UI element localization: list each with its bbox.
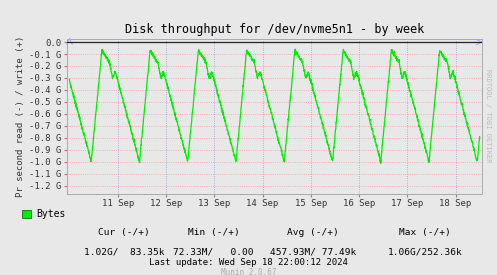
Text: RRDTOOL / TOBI OETIKER: RRDTOOL / TOBI OETIKER <box>485 69 491 162</box>
Text: 457.93M/ 77.49k: 457.93M/ 77.49k <box>270 247 356 256</box>
Text: 1.06G/252.36k: 1.06G/252.36k <box>388 247 462 256</box>
Text: Last update: Wed Sep 18 22:00:12 2024: Last update: Wed Sep 18 22:00:12 2024 <box>149 258 348 267</box>
Text: Cur (-/+): Cur (-/+) <box>98 228 150 237</box>
Title: Disk throughput for /dev/nvme5n1 - by week: Disk throughput for /dev/nvme5n1 - by we… <box>125 23 424 36</box>
Text: Min (-/+): Min (-/+) <box>188 228 240 237</box>
Y-axis label: Pr second read (-) / write (+): Pr second read (-) / write (+) <box>16 35 25 197</box>
Text: Munin 2.0.67: Munin 2.0.67 <box>221 268 276 275</box>
Text: Max (-/+): Max (-/+) <box>399 228 451 237</box>
Text: 1.02G/  83.35k: 1.02G/ 83.35k <box>84 247 165 256</box>
Text: Bytes: Bytes <box>36 209 65 219</box>
Text: Avg (-/+): Avg (-/+) <box>287 228 339 237</box>
Text: 72.33M/   0.00: 72.33M/ 0.00 <box>173 247 254 256</box>
